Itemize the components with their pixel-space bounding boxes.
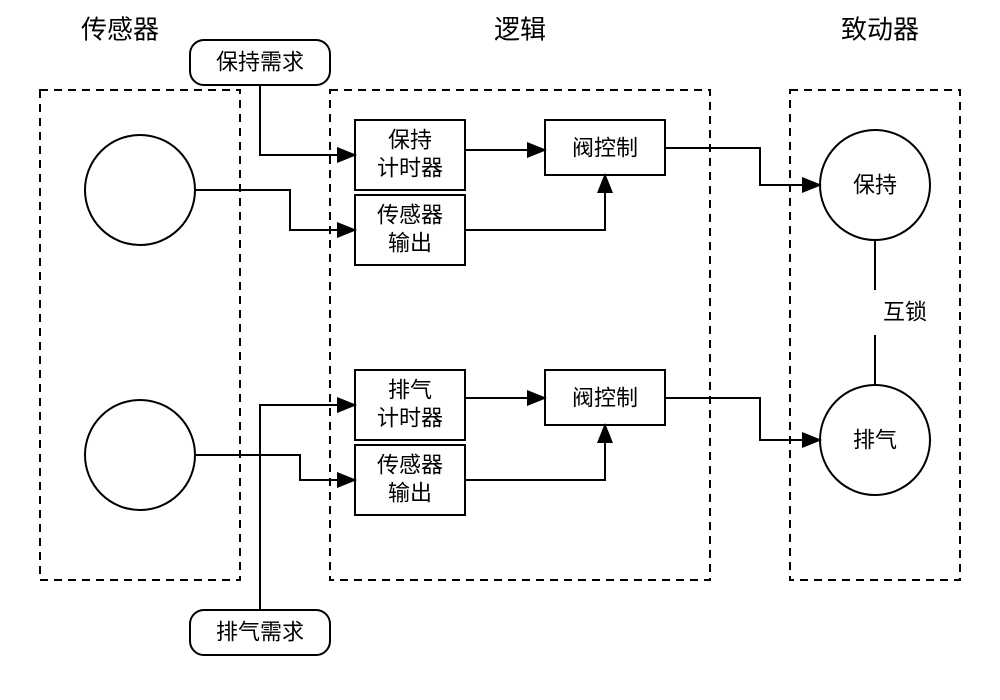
hold-valve-label: 阀控制 xyxy=(572,136,638,161)
ex-timer-line1: 排气 xyxy=(388,378,432,403)
actuator-exhaust-label: 排气 xyxy=(853,428,897,453)
actuator-hold-label: 保持 xyxy=(853,173,897,198)
conn-hold-sensorout-to-valve xyxy=(465,175,605,230)
header-sensor: 传感器 xyxy=(81,16,159,45)
conn-ex-valve-to-actuator xyxy=(665,398,820,440)
ex-sensor-line1: 传感器 xyxy=(377,453,443,478)
ex-valve-label: 阀控制 xyxy=(572,386,638,411)
group-sensor xyxy=(40,90,240,580)
ex-timer-line2: 计时器 xyxy=(377,406,443,431)
hold-timer-line2: 计时器 xyxy=(377,156,443,181)
header-actuator: 致动器 xyxy=(841,16,919,45)
hold-sensor-line2: 输出 xyxy=(388,231,432,256)
conn-sensor-top-to-sensorout xyxy=(195,190,355,230)
header-logic: 逻辑 xyxy=(494,16,546,45)
hold-sensor-line1: 传感器 xyxy=(377,203,443,228)
conn-ex-sensorout-to-valve xyxy=(465,425,605,480)
interlock-label: 互锁 xyxy=(883,300,927,325)
hold-timer-line1: 保持 xyxy=(388,128,432,153)
hold-demand-label: 保持需求 xyxy=(216,50,304,75)
sensor-circle-top xyxy=(85,135,195,245)
conn-hold-valve-to-actuator xyxy=(665,148,820,185)
conn-hold-demand-to-timer xyxy=(260,85,355,155)
exhaust-demand-label: 排气需求 xyxy=(216,620,304,645)
sensor-circle-bottom xyxy=(85,400,195,510)
ex-sensor-line2: 输出 xyxy=(388,481,432,506)
